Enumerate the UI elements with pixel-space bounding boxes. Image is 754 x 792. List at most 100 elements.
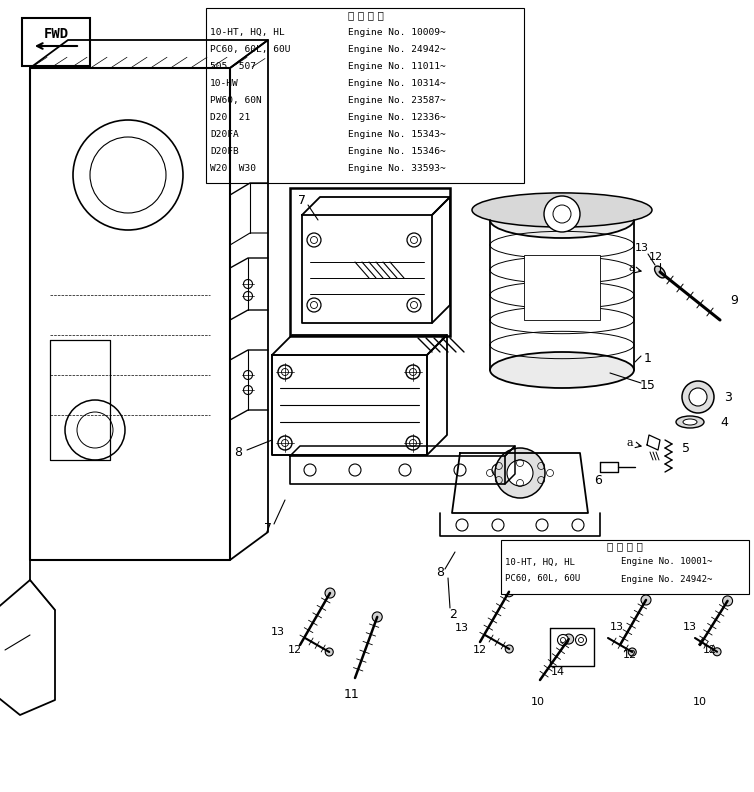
Circle shape xyxy=(304,464,316,476)
Text: Engine No. 11011~: Engine No. 11011~ xyxy=(348,62,446,70)
Bar xyxy=(524,255,600,320)
Circle shape xyxy=(628,648,636,656)
Text: a: a xyxy=(627,438,633,448)
Circle shape xyxy=(713,648,721,656)
Text: FWD: FWD xyxy=(44,27,69,41)
Text: 11: 11 xyxy=(344,688,360,702)
Circle shape xyxy=(575,634,587,645)
Text: 10: 10 xyxy=(693,697,707,707)
Text: Engine No. 12336~: Engine No. 12336~ xyxy=(348,112,446,121)
Text: D20, 21: D20, 21 xyxy=(210,112,250,121)
Text: 12: 12 xyxy=(649,252,663,262)
Text: 14: 14 xyxy=(551,667,565,677)
Ellipse shape xyxy=(654,266,666,278)
Circle shape xyxy=(407,233,421,247)
Circle shape xyxy=(495,448,545,498)
Circle shape xyxy=(504,587,514,596)
Circle shape xyxy=(557,634,569,645)
Circle shape xyxy=(682,381,714,413)
Text: a: a xyxy=(629,263,636,273)
Text: 7: 7 xyxy=(264,521,272,535)
Circle shape xyxy=(492,464,504,476)
Text: 12: 12 xyxy=(703,645,717,655)
Text: 13: 13 xyxy=(455,623,469,633)
Circle shape xyxy=(406,365,420,379)
Text: 13: 13 xyxy=(683,622,697,632)
Text: PC60, 60L, 60U: PC60, 60L, 60U xyxy=(505,574,581,584)
Text: PC60, 60L, 60U: PC60, 60L, 60U xyxy=(210,44,290,54)
Text: Engine No. 10314~: Engine No. 10314~ xyxy=(348,78,446,87)
Circle shape xyxy=(307,298,321,312)
Circle shape xyxy=(307,233,321,247)
Circle shape xyxy=(372,612,382,622)
Circle shape xyxy=(244,386,253,394)
Circle shape xyxy=(349,464,361,476)
Text: 12: 12 xyxy=(288,645,302,655)
Circle shape xyxy=(572,519,584,531)
Text: 6: 6 xyxy=(594,474,602,486)
Text: Engine No. 23587~: Engine No. 23587~ xyxy=(348,96,446,105)
Circle shape xyxy=(244,371,253,379)
Text: 13: 13 xyxy=(635,243,649,253)
Circle shape xyxy=(325,648,333,656)
Circle shape xyxy=(407,298,421,312)
Text: 通 用 号 码: 通 用 号 码 xyxy=(607,541,643,551)
Text: Engine No. 33593~: Engine No. 33593~ xyxy=(348,163,446,173)
Text: 13: 13 xyxy=(271,627,285,637)
Bar xyxy=(206,8,524,183)
Bar xyxy=(290,188,450,336)
Ellipse shape xyxy=(676,416,704,428)
Text: 1: 1 xyxy=(644,352,652,364)
Text: W20, W30: W20, W30 xyxy=(210,163,256,173)
Circle shape xyxy=(456,519,468,531)
Text: 5: 5 xyxy=(682,441,690,455)
Circle shape xyxy=(454,464,466,476)
Circle shape xyxy=(507,460,533,486)
Circle shape xyxy=(641,595,651,605)
Text: 4: 4 xyxy=(720,416,728,428)
Ellipse shape xyxy=(490,352,634,388)
Circle shape xyxy=(278,365,292,379)
Text: 2: 2 xyxy=(449,608,457,622)
Circle shape xyxy=(689,388,707,406)
Circle shape xyxy=(492,519,504,531)
Ellipse shape xyxy=(472,193,652,227)
Text: Engine No. 24942~: Engine No. 24942~ xyxy=(621,574,713,584)
Circle shape xyxy=(536,519,548,531)
Text: 9: 9 xyxy=(730,294,738,307)
Circle shape xyxy=(399,464,411,476)
Text: 505, 507: 505, 507 xyxy=(210,62,256,70)
Text: 通 用 号 码: 通 用 号 码 xyxy=(348,10,384,20)
Text: D20FA: D20FA xyxy=(210,130,239,139)
Text: Engine No. 15346~: Engine No. 15346~ xyxy=(348,147,446,155)
Circle shape xyxy=(564,634,574,644)
Text: Engine No. 15343~: Engine No. 15343~ xyxy=(348,130,446,139)
Bar xyxy=(22,18,90,66)
Text: Engine No. 24942~: Engine No. 24942~ xyxy=(348,44,446,54)
Circle shape xyxy=(325,588,335,598)
Text: D20FB: D20FB xyxy=(210,147,239,155)
Ellipse shape xyxy=(683,419,697,425)
Text: 7: 7 xyxy=(298,193,306,207)
Text: 10-HT, HQ, HL: 10-HT, HQ, HL xyxy=(505,558,575,566)
Text: 12: 12 xyxy=(623,650,637,660)
Circle shape xyxy=(406,436,420,450)
Bar xyxy=(501,540,749,594)
Circle shape xyxy=(244,291,253,300)
Text: 10-HT, HQ, HL: 10-HT, HQ, HL xyxy=(210,28,285,36)
Text: 8: 8 xyxy=(234,445,242,459)
Text: 8: 8 xyxy=(436,566,444,580)
Text: 12: 12 xyxy=(473,645,487,655)
Circle shape xyxy=(544,196,580,232)
Text: 15: 15 xyxy=(640,379,656,391)
Text: 13: 13 xyxy=(610,622,624,632)
Text: PW60, 60N: PW60, 60N xyxy=(210,96,262,105)
Ellipse shape xyxy=(490,202,634,238)
Circle shape xyxy=(244,280,253,288)
Text: Engine No. 10001~: Engine No. 10001~ xyxy=(621,558,713,566)
Text: Engine No. 10009~: Engine No. 10009~ xyxy=(348,28,446,36)
Text: 3: 3 xyxy=(724,390,732,403)
Text: 10-HW: 10-HW xyxy=(210,78,239,87)
Text: 10: 10 xyxy=(531,697,545,707)
Circle shape xyxy=(73,120,183,230)
